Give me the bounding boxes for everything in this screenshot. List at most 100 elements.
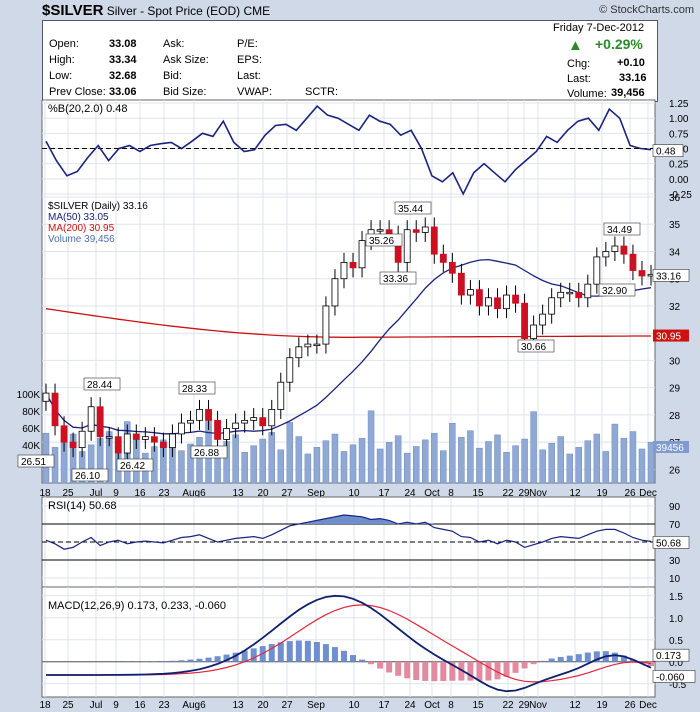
macd-histogram-bar: [313, 642, 320, 662]
candle-body: [196, 409, 203, 421]
price-annotation-35-26: 35.26: [369, 236, 394, 247]
volume-bar: [277, 449, 285, 484]
candle-body: [277, 381, 285, 410]
price-annotation-35-44: 35.44: [398, 204, 423, 215]
volume-bar: [376, 448, 384, 484]
macd-histogram-bar: [169, 660, 176, 662]
volume-last-label: 39456: [656, 443, 684, 454]
xtick-bottom: 17: [378, 700, 390, 711]
candle-body: [593, 256, 601, 285]
volume-bar: [286, 422, 294, 484]
volume-bar: [539, 449, 546, 484]
volume-bar: [178, 450, 185, 484]
macd-histogram-bar: [440, 661, 447, 682]
candle-body: [530, 324, 538, 340]
pct-change: +0.29%: [595, 36, 643, 52]
candle-body: [259, 417, 267, 427]
volume-bar: [313, 447, 321, 484]
last-price-label: Last:: [237, 70, 261, 82]
macd-ytick: 0.0: [669, 658, 683, 669]
macd-histogram-bar: [277, 642, 284, 662]
ma50-line: [45, 258, 652, 435]
quote-box: Open: 33.08 High: 33.34 Low: 32.68 Prev …: [42, 20, 658, 102]
xtick: 17: [378, 488, 390, 499]
macd-ytick: -0.5: [669, 680, 687, 691]
price-ytick: 34: [669, 247, 681, 258]
volume-bar: [340, 451, 348, 484]
volume-bar: [232, 434, 239, 484]
sctr-label: SCTR:: [305, 86, 338, 98]
xtick-bottom: 9: [113, 700, 119, 711]
volume-bar: [422, 439, 429, 484]
last-price-label-box: [652, 269, 690, 282]
high-value: 33.34: [109, 54, 137, 66]
eps-label: EPS:: [237, 54, 263, 66]
candle-body: [521, 302, 528, 340]
xtick: 12: [569, 488, 581, 499]
volume-bar: [557, 436, 564, 484]
low-label: Low:: [49, 70, 73, 82]
candle-body: [123, 433, 131, 454]
xtick-bottom: Dec: [639, 700, 657, 711]
price-annotation-34-49-box: [603, 222, 641, 236]
candle-body: [638, 270, 646, 277]
last-value: 33.16: [619, 72, 647, 84]
price-ytick: 26: [669, 465, 681, 476]
xtick-bottom: 24: [404, 700, 416, 711]
candle-body: [602, 251, 610, 258]
xtick-bottom: 25: [62, 700, 74, 711]
xtick-bottom: 13: [232, 700, 244, 711]
price-annotation-28-33: 28.33: [182, 384, 207, 395]
macd-histogram-bar: [187, 659, 194, 662]
candle-body: [60, 425, 68, 443]
price-legend: $SILVER (Daily) 33.16: [48, 201, 148, 212]
rsi-legend: RSI(14) 50.68: [48, 500, 116, 512]
candle-body: [159, 441, 167, 448]
rsi-line: [45, 514, 652, 550]
pctb-ytick: 1.25: [669, 99, 689, 110]
price-annotation-30-66: 30.66: [521, 342, 546, 353]
ma200-line: [45, 308, 651, 338]
candle-body: [611, 245, 619, 252]
volume-bar: [431, 432, 438, 484]
xtick-bottom: Aug6: [182, 700, 206, 711]
volume-bar: [385, 442, 393, 484]
open-value: 33.08: [109, 38, 137, 50]
xtick-bottom: Jul: [90, 700, 103, 711]
macd-histogram-bar: [322, 644, 329, 662]
macd-histogram-bar: [458, 661, 465, 681]
price-annotation-26-10-box: [71, 468, 109, 482]
macd-hist-last-label: -0.060: [656, 672, 685, 683]
candle-body: [430, 226, 438, 255]
price-ytick: 29: [669, 384, 681, 395]
candle-body: [295, 346, 303, 359]
macd-histogram-bar: [241, 650, 248, 662]
volume-bar: [503, 452, 510, 484]
candle-body: [629, 253, 637, 271]
macd-histogram-bar: [566, 655, 573, 662]
price-annotation-32-90-box: [598, 283, 636, 297]
chart-title: $SILVER Silver - Spot Price (EOD) CME: [42, 2, 270, 19]
pctb-ytick: 0.25: [669, 160, 689, 171]
candle-body: [51, 392, 59, 427]
candle-body: [539, 313, 547, 326]
macd-histogram-bar: [539, 660, 546, 662]
rsi-ytick: 30: [669, 556, 681, 567]
candle-body: [42, 392, 50, 402]
rsi-last-label-box: [652, 536, 690, 549]
candle-body: [114, 436, 122, 454]
volume-bar: [467, 430, 474, 484]
volume-label: Volume:: [567, 88, 607, 100]
volume-bar: [412, 446, 420, 484]
price-annotation-35-26-box: [365, 233, 403, 247]
macd-hist-last-label-box: [652, 670, 696, 683]
price-annotation-33-36: 33.36: [383, 274, 408, 285]
candle-body: [340, 261, 348, 280]
macd-histogram-bar: [196, 658, 203, 662]
volume-bar: [611, 423, 619, 484]
xtick: 27: [281, 488, 293, 499]
pctb-ytick: -0.25: [669, 190, 692, 201]
volume-bar: [394, 435, 402, 484]
candle-body: [457, 272, 465, 296]
